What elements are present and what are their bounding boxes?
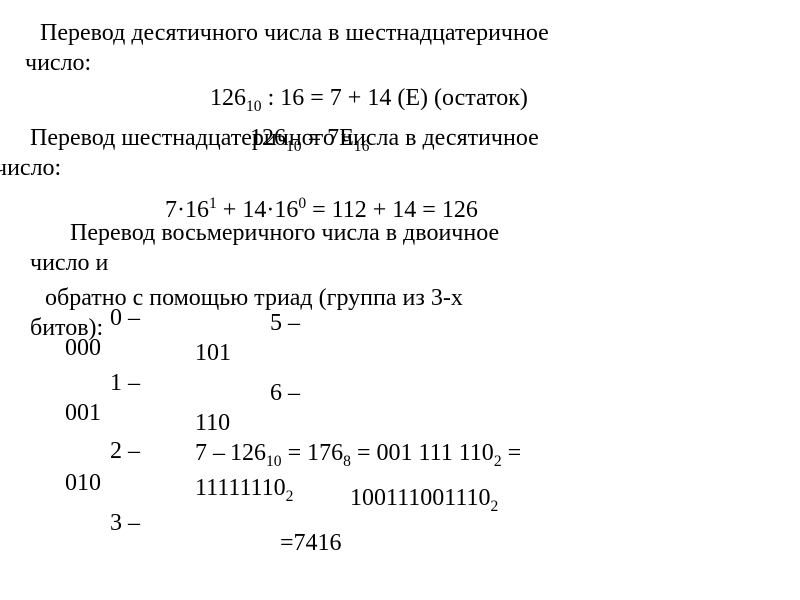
- text-line-2: число:: [25, 50, 91, 77]
- formula-7416: =7416: [280, 530, 342, 557]
- text-line-7b: число и: [30, 250, 108, 277]
- formula-line-4b: 12610 = 7E16: [250, 125, 369, 156]
- triad-0-label: 0 –: [110, 305, 140, 332]
- text-line-8: обратно с помощью триад (группа из 3-х: [45, 285, 463, 312]
- triad-1-val: 001: [65, 400, 101, 427]
- triad-6-label: 6 –: [270, 380, 300, 407]
- triad-0-val: 000: [65, 335, 101, 362]
- triad-5-label: 5 –: [270, 310, 300, 337]
- text-line-5: число:: [0, 155, 61, 182]
- formula-binary-result: 1001110011102: [350, 485, 498, 516]
- triad-6-val: 110: [195, 410, 230, 437]
- formula-line-3: 12610 : 16 = 7 + 14 (E) (остаток): [210, 85, 528, 116]
- triad-1-label: 1 –: [110, 370, 140, 397]
- triad-2-label: 2 –: [110, 438, 140, 465]
- triad-3-label: 3 –: [110, 510, 140, 537]
- triad-7-val: 111111102: [195, 475, 293, 506]
- text-line-7a: Перевод восьмеричного числа в двоичное: [70, 220, 499, 247]
- triad-7-label: 7 –: [195, 440, 225, 467]
- formula-126-conv: 12610 = 1768 = 001 111 1102 =: [230, 440, 521, 471]
- text-line-1: Перевод десятичного числа в шестнадцатер…: [40, 20, 549, 47]
- triad-5-val: 101: [195, 340, 231, 367]
- triad-2-val: 010: [65, 470, 101, 497]
